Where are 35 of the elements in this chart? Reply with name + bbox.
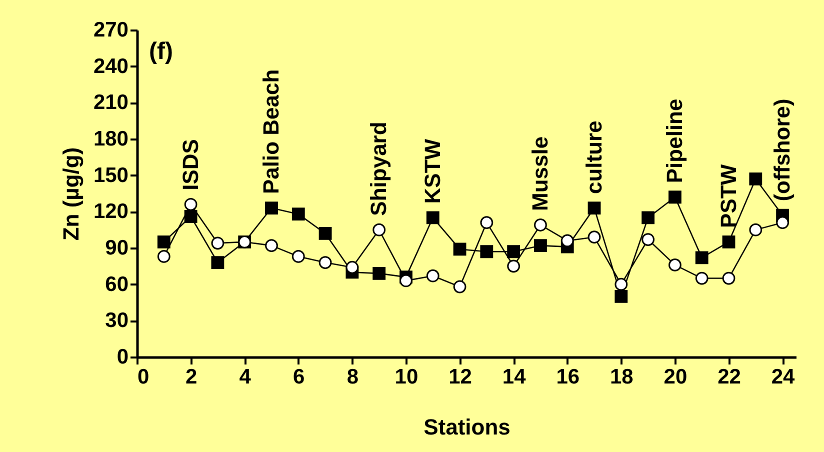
annotation: Mussle <box>527 136 552 211</box>
y-tick-label: 210 <box>93 91 128 114</box>
y-tick-label: 240 <box>93 54 128 78</box>
x-tick-label: 6 <box>293 366 305 388</box>
x-tick-label: 22 <box>718 366 741 388</box>
y-tick-label: 30 <box>105 309 128 332</box>
annotation: KSTW <box>420 138 445 204</box>
x-tick-label: 10 <box>394 366 418 388</box>
annotation: PSTW <box>716 164 741 228</box>
y-tick-label: 90 <box>105 236 128 260</box>
x-tick-label: 24 <box>771 366 796 388</box>
annotation: Shipyard <box>366 122 392 216</box>
annotation: (offshore) <box>770 98 795 202</box>
y-tick-label: 120 <box>93 200 128 224</box>
annotation: culture <box>581 120 606 194</box>
x-tick-label: 2 <box>185 366 198 388</box>
x-tick-label: 14 <box>502 366 526 388</box>
y-tick-label: 150 <box>93 164 128 187</box>
annotation: (f) <box>149 38 173 65</box>
y-axis-title: Zn (µg/g) <box>58 147 84 241</box>
x-tick-label: 18 <box>610 366 634 388</box>
y-tick-label: 60 <box>105 272 128 296</box>
y-tick-label: 0 <box>116 346 128 368</box>
x-tick-label: 12 <box>448 366 472 388</box>
annotation: Pipeline <box>662 98 687 184</box>
y-tick-label: 180 <box>93 128 128 150</box>
x-tick-label: 0 <box>138 366 150 388</box>
y-tick-label: 270 <box>93 18 128 42</box>
x-tick-label: 20 <box>664 366 688 388</box>
x-axis-title: Stations <box>424 414 510 440</box>
annotation: Palio Beach <box>258 69 284 194</box>
x-tick-label: 16 <box>556 366 580 388</box>
x-tick-label: 8 <box>346 366 359 388</box>
annotation: ISDS <box>178 139 203 190</box>
x-tick-label: 4 <box>239 366 252 388</box>
